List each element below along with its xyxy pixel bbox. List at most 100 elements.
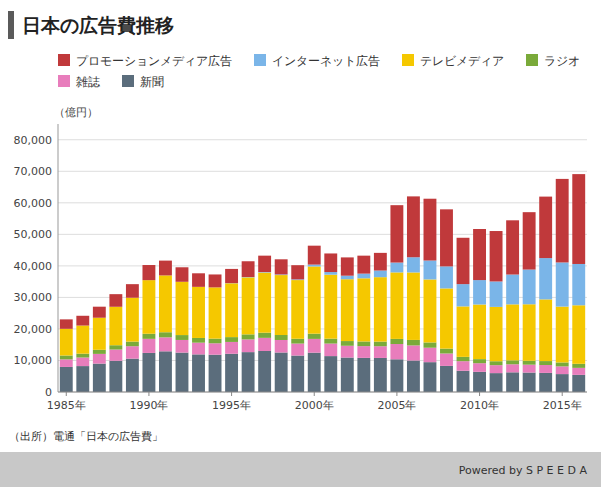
x-tick-label: 2010年 bbox=[460, 399, 499, 412]
bar-segment bbox=[539, 299, 552, 361]
bar-segment bbox=[539, 373, 552, 392]
bar-segment bbox=[490, 365, 503, 373]
source: （出所）電通「日本の広告費」 bbox=[9, 430, 163, 443]
bar-segment bbox=[176, 282, 189, 335]
bar-segment bbox=[209, 287, 222, 338]
bar-segment bbox=[209, 339, 222, 344]
y-tick-label: 60,000 bbox=[14, 197, 53, 210]
bar-segment bbox=[457, 284, 470, 306]
legend-label: ラジオ bbox=[544, 54, 580, 68]
bar-segment bbox=[308, 266, 321, 333]
bar-segment bbox=[192, 287, 205, 338]
bar-segment bbox=[126, 342, 139, 347]
bar-segment bbox=[572, 368, 585, 375]
x-tick-label: 2015年 bbox=[543, 399, 582, 412]
bar-segment bbox=[506, 360, 519, 364]
bar-segment bbox=[126, 346, 139, 358]
bar-segment bbox=[209, 355, 222, 392]
y-tick-label: 0 bbox=[45, 386, 52, 399]
bar-segment bbox=[76, 326, 89, 354]
bar-segment bbox=[291, 356, 304, 392]
bar-segment bbox=[142, 280, 155, 334]
legend-swatch bbox=[58, 54, 70, 66]
bar-segment bbox=[93, 318, 106, 350]
bar-segment bbox=[209, 274, 222, 287]
legend-label: 新聞 bbox=[140, 75, 164, 89]
legend: プロモーションメディア広告 インターネット広告 テレビメディア ラジオ雑誌 新聞 bbox=[58, 54, 580, 89]
bar-segment bbox=[490, 307, 503, 361]
title-stripe bbox=[8, 11, 14, 39]
x-tick bbox=[314, 392, 315, 396]
bar-segment bbox=[93, 350, 106, 354]
legend-swatch bbox=[402, 54, 414, 66]
bar-segment bbox=[572, 305, 585, 364]
legend-label: テレビメディア bbox=[420, 54, 504, 68]
x-tick bbox=[562, 392, 563, 396]
bar-segment bbox=[324, 344, 337, 357]
bar-segment bbox=[424, 348, 437, 362]
legend-label: プロモーションメディア広告 bbox=[76, 54, 232, 68]
bar-segment bbox=[390, 339, 403, 344]
legend-item: インターネット広告 bbox=[254, 54, 380, 68]
legend-swatch bbox=[254, 54, 266, 66]
bar-segment bbox=[390, 344, 403, 359]
bar-segment bbox=[225, 342, 238, 354]
legend-swatch bbox=[526, 54, 538, 66]
y-tick-label: 10,000 bbox=[14, 354, 53, 367]
bar-segment bbox=[291, 339, 304, 344]
bar-segment bbox=[291, 280, 304, 339]
bar-segment bbox=[60, 367, 73, 392]
bar-segment bbox=[556, 307, 569, 363]
bar-segment bbox=[457, 357, 470, 361]
footer-text: Powered by S P E E D A bbox=[459, 464, 588, 477]
bar-segment bbox=[390, 272, 403, 338]
bar-segment bbox=[242, 334, 255, 339]
bar-segment bbox=[556, 179, 569, 263]
legend-label: 雑誌 bbox=[76, 75, 100, 89]
bar-segment bbox=[275, 335, 288, 340]
x-axis: 1985年1990年1995年2000年2005年2010年2015年 bbox=[47, 392, 587, 412]
bar-segment bbox=[473, 229, 486, 280]
bar-segment bbox=[407, 361, 420, 392]
bar-segment bbox=[523, 365, 536, 373]
bar-segment bbox=[556, 374, 569, 392]
bar-segment bbox=[192, 343, 205, 355]
x-tick bbox=[479, 392, 480, 396]
bar-segment bbox=[242, 352, 255, 392]
bar-segment bbox=[556, 362, 569, 366]
bar-segment bbox=[572, 375, 585, 392]
x-tick bbox=[66, 392, 67, 396]
bar-segment bbox=[60, 359, 73, 367]
bar-segment bbox=[424, 279, 437, 342]
bar-segment bbox=[407, 196, 420, 257]
chart: 日本の広告費推移プロモーションメディア広告インターネット広告テレビメディアラジオ… bbox=[0, 0, 601, 487]
grid-line bbox=[58, 139, 587, 140]
bar-segment bbox=[308, 246, 321, 265]
bar-segment bbox=[572, 364, 585, 368]
legend-item: 新聞 bbox=[122, 75, 164, 89]
grid-line bbox=[58, 171, 587, 172]
bar-segment bbox=[225, 354, 238, 392]
grid-line bbox=[58, 202, 587, 203]
bar-segment bbox=[473, 280, 486, 304]
bar-segment bbox=[93, 307, 106, 318]
bar-segment bbox=[523, 373, 536, 392]
bar-segment bbox=[159, 337, 172, 351]
bar-segment bbox=[159, 261, 172, 276]
bar-segment bbox=[490, 231, 503, 281]
bar-segment bbox=[225, 269, 238, 283]
bar-segment bbox=[539, 197, 552, 258]
x-tick-label: 1985年 bbox=[47, 399, 86, 412]
bar-segment bbox=[176, 335, 189, 340]
bar-segment bbox=[159, 275, 172, 332]
bar-segment bbox=[324, 339, 337, 344]
bar-segment bbox=[176, 340, 189, 353]
bar-segment bbox=[76, 366, 89, 392]
bar-segment bbox=[506, 304, 519, 360]
bar-segment bbox=[341, 276, 354, 280]
bar-segment bbox=[539, 365, 552, 373]
bar-segment bbox=[473, 359, 486, 363]
bar-segment bbox=[539, 258, 552, 299]
bar-segment bbox=[390, 205, 403, 262]
legend-item: ラジオ bbox=[526, 54, 580, 68]
